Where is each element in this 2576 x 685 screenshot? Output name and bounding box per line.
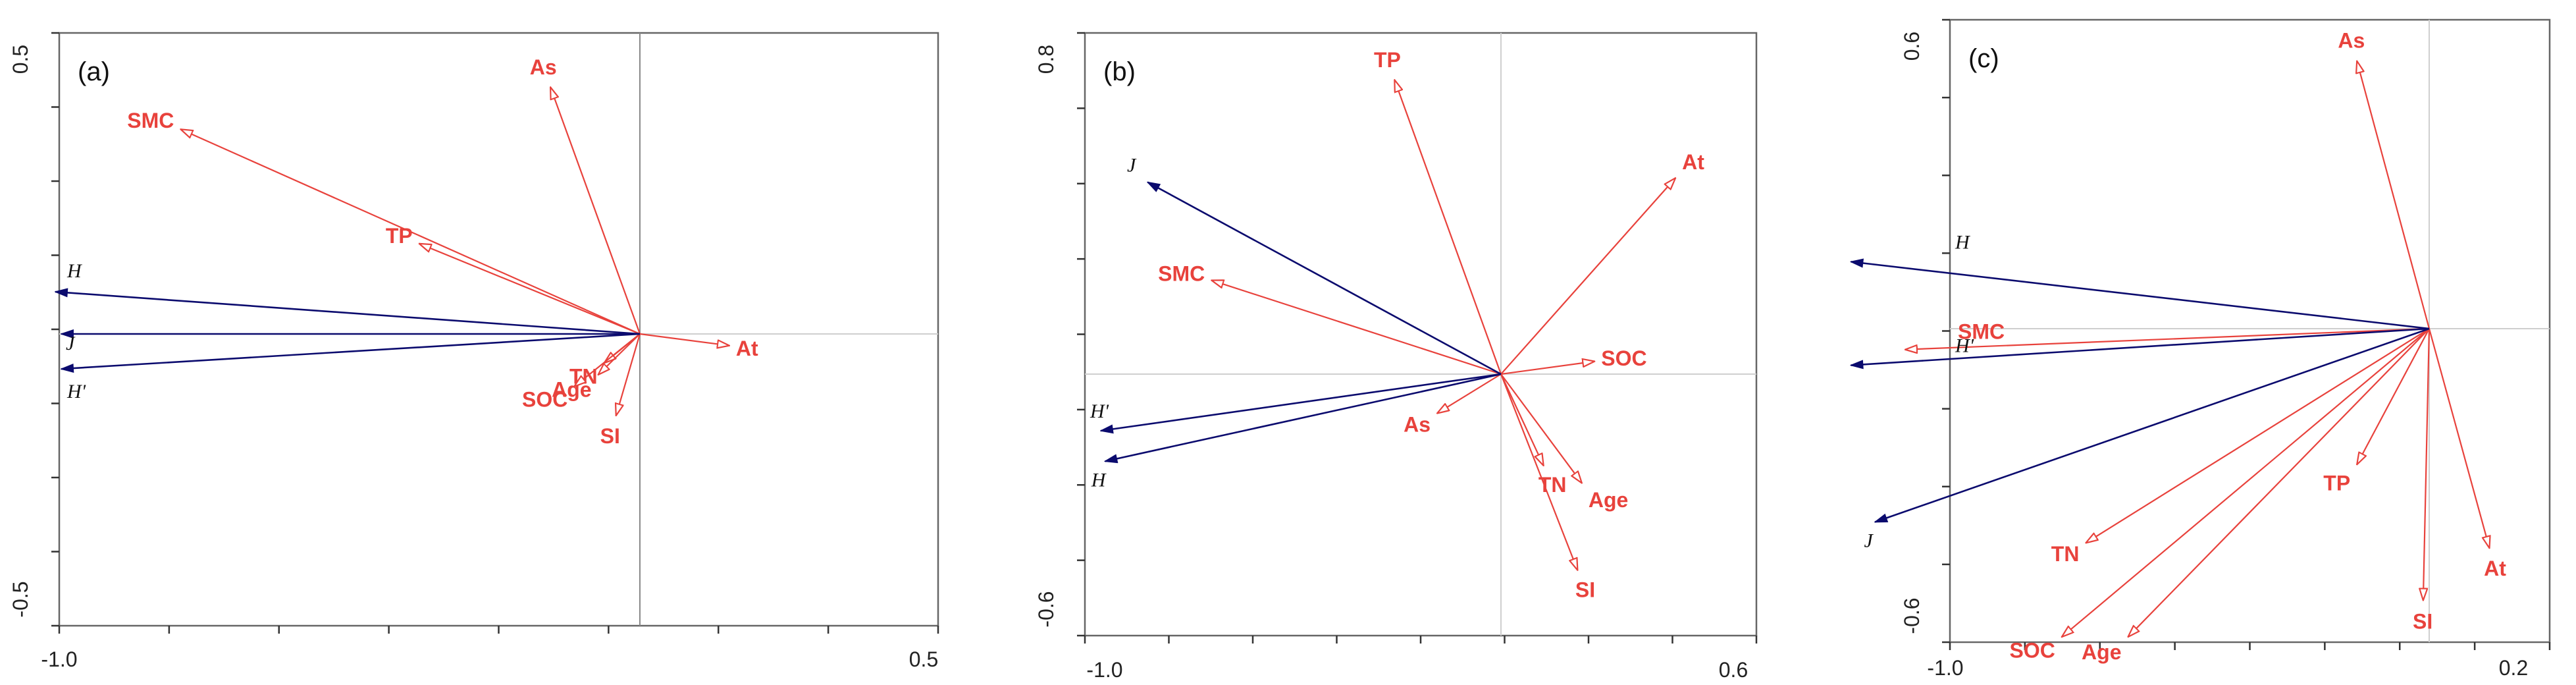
env-label-smc: SMC bbox=[127, 109, 174, 132]
x-tick-label-right: 0.2 bbox=[2499, 656, 2528, 680]
env-label-tp: TP bbox=[386, 224, 413, 248]
env-label-at: At bbox=[2484, 557, 2506, 580]
y-tick-label-top: 0.8 bbox=[1034, 45, 1058, 74]
env-vector-smc bbox=[1905, 327, 2430, 350]
panel-label: (c) bbox=[1968, 44, 1999, 73]
biplot-panel-2: 0.8 -0.6 -1.0 0.6 (b) TP At SMC SOC As TN Age SI J H' H bbox=[1034, 32, 1758, 682]
diversity-vector-j bbox=[1147, 181, 1502, 375]
y-tick-label-bottom: -0.6 bbox=[1900, 597, 1924, 634]
env-label-soc: SOC bbox=[522, 388, 567, 412]
env-label-tp: TP bbox=[2323, 472, 2350, 495]
biplot-panel-3: 0.6 -0.6-1.0 0.2 (c) As SMC TP At TN SOC Age SI H H' J bbox=[1851, 18, 2551, 680]
env-label-si: SI bbox=[600, 424, 620, 448]
env-vector-tp bbox=[419, 244, 641, 335]
plot-frame bbox=[58, 32, 939, 627]
diversity-label-h-prime: H' bbox=[1090, 400, 1109, 422]
x-tick-label-right: 0.6 bbox=[1719, 658, 1748, 682]
env-vector-tn bbox=[1500, 373, 1544, 466]
env-label-age: Age bbox=[2082, 640, 2121, 664]
x-tick-label-left: -1.0 bbox=[41, 647, 77, 671]
env-label-soc: SOC bbox=[1601, 346, 1646, 370]
diversity-vector-h-prime bbox=[1101, 373, 1502, 431]
diversity-label-j: J bbox=[1864, 530, 1874, 552]
env-vector-si bbox=[1500, 373, 1577, 570]
diversity-label-j: J bbox=[1127, 155, 1137, 177]
env-vector-soc bbox=[2062, 328, 2430, 637]
diversity-vector-h bbox=[55, 292, 641, 335]
plot-frame bbox=[1949, 18, 2551, 644]
env-vector-at bbox=[639, 333, 729, 346]
env-vector-soc bbox=[574, 333, 641, 387]
env-vector-si bbox=[2423, 328, 2431, 601]
env-vector-at bbox=[2428, 328, 2490, 548]
diversity-label-h: H bbox=[1955, 231, 1971, 253]
diversity-vector-h bbox=[1851, 261, 2430, 330]
diversity-label-h-prime: H' bbox=[66, 381, 86, 402]
env-vector-as bbox=[1437, 373, 1502, 414]
diversity-label-h: H bbox=[66, 260, 83, 282]
env-vector-age bbox=[1500, 373, 1582, 483]
diversity-label-j: J bbox=[66, 333, 76, 354]
env-vector-as bbox=[550, 87, 641, 335]
env-label-tn: TN bbox=[1538, 473, 1567, 497]
y-tick-label-top: 0.6 bbox=[1900, 32, 1924, 61]
panel-label: (a) bbox=[78, 57, 110, 86]
env-label-at: At bbox=[736, 337, 758, 360]
env-vector-at bbox=[1500, 178, 1675, 375]
plot-frame bbox=[1084, 32, 1758, 637]
diversity-vector-h-prime bbox=[61, 333, 641, 369]
env-label-smc: SMC bbox=[1958, 320, 2005, 344]
diversity-label-h: H bbox=[1091, 469, 1107, 491]
x-tick-label-left: -1.0 bbox=[1927, 656, 1963, 680]
env-vector-tp bbox=[2357, 328, 2430, 464]
y-tick-label-bottom: -0.5 bbox=[9, 581, 32, 617]
env-vector-soc bbox=[1500, 362, 1594, 375]
panel-label: (b) bbox=[1103, 57, 1136, 86]
diversity-vector-h bbox=[1105, 373, 1502, 461]
env-label-si: SI bbox=[1575, 578, 1595, 602]
env-label-tp: TP bbox=[1374, 48, 1401, 72]
env-label-as: As bbox=[1404, 412, 1431, 436]
env-vector-smc bbox=[1211, 281, 1502, 375]
env-label-at: At bbox=[1682, 150, 1704, 174]
env-vector-age bbox=[2128, 328, 2430, 637]
env-label-tn: TN bbox=[2051, 542, 2080, 566]
y-tick-label-bottom: -0.6 bbox=[1034, 591, 1058, 627]
env-label-soc: SOC bbox=[2010, 639, 2055, 663]
env-label-as: As bbox=[530, 55, 557, 79]
env-vector-smc bbox=[180, 129, 641, 335]
env-label-age: Age bbox=[1589, 488, 1628, 512]
diversity-vector-h-prime bbox=[1851, 327, 2430, 366]
env-vector-tn bbox=[2086, 328, 2430, 543]
env-vector-si bbox=[616, 333, 641, 416]
diversity-vector-j bbox=[1875, 327, 2430, 523]
env-label-si: SI bbox=[2413, 610, 2432, 634]
env-label-as: As bbox=[2338, 29, 2365, 53]
diversity-label-h-prime: H' bbox=[1955, 335, 1974, 357]
env-vector-as bbox=[2357, 61, 2431, 329]
x-tick-label-right: 0.5 bbox=[909, 647, 938, 671]
env-label-smc: SMC bbox=[1158, 262, 1205, 286]
x-tick-label-left: -1.0 bbox=[1086, 658, 1122, 682]
env-vector-age bbox=[598, 333, 641, 375]
env-vector-tp bbox=[1394, 80, 1502, 375]
y-tick-label-top: 0.5 bbox=[9, 45, 32, 74]
